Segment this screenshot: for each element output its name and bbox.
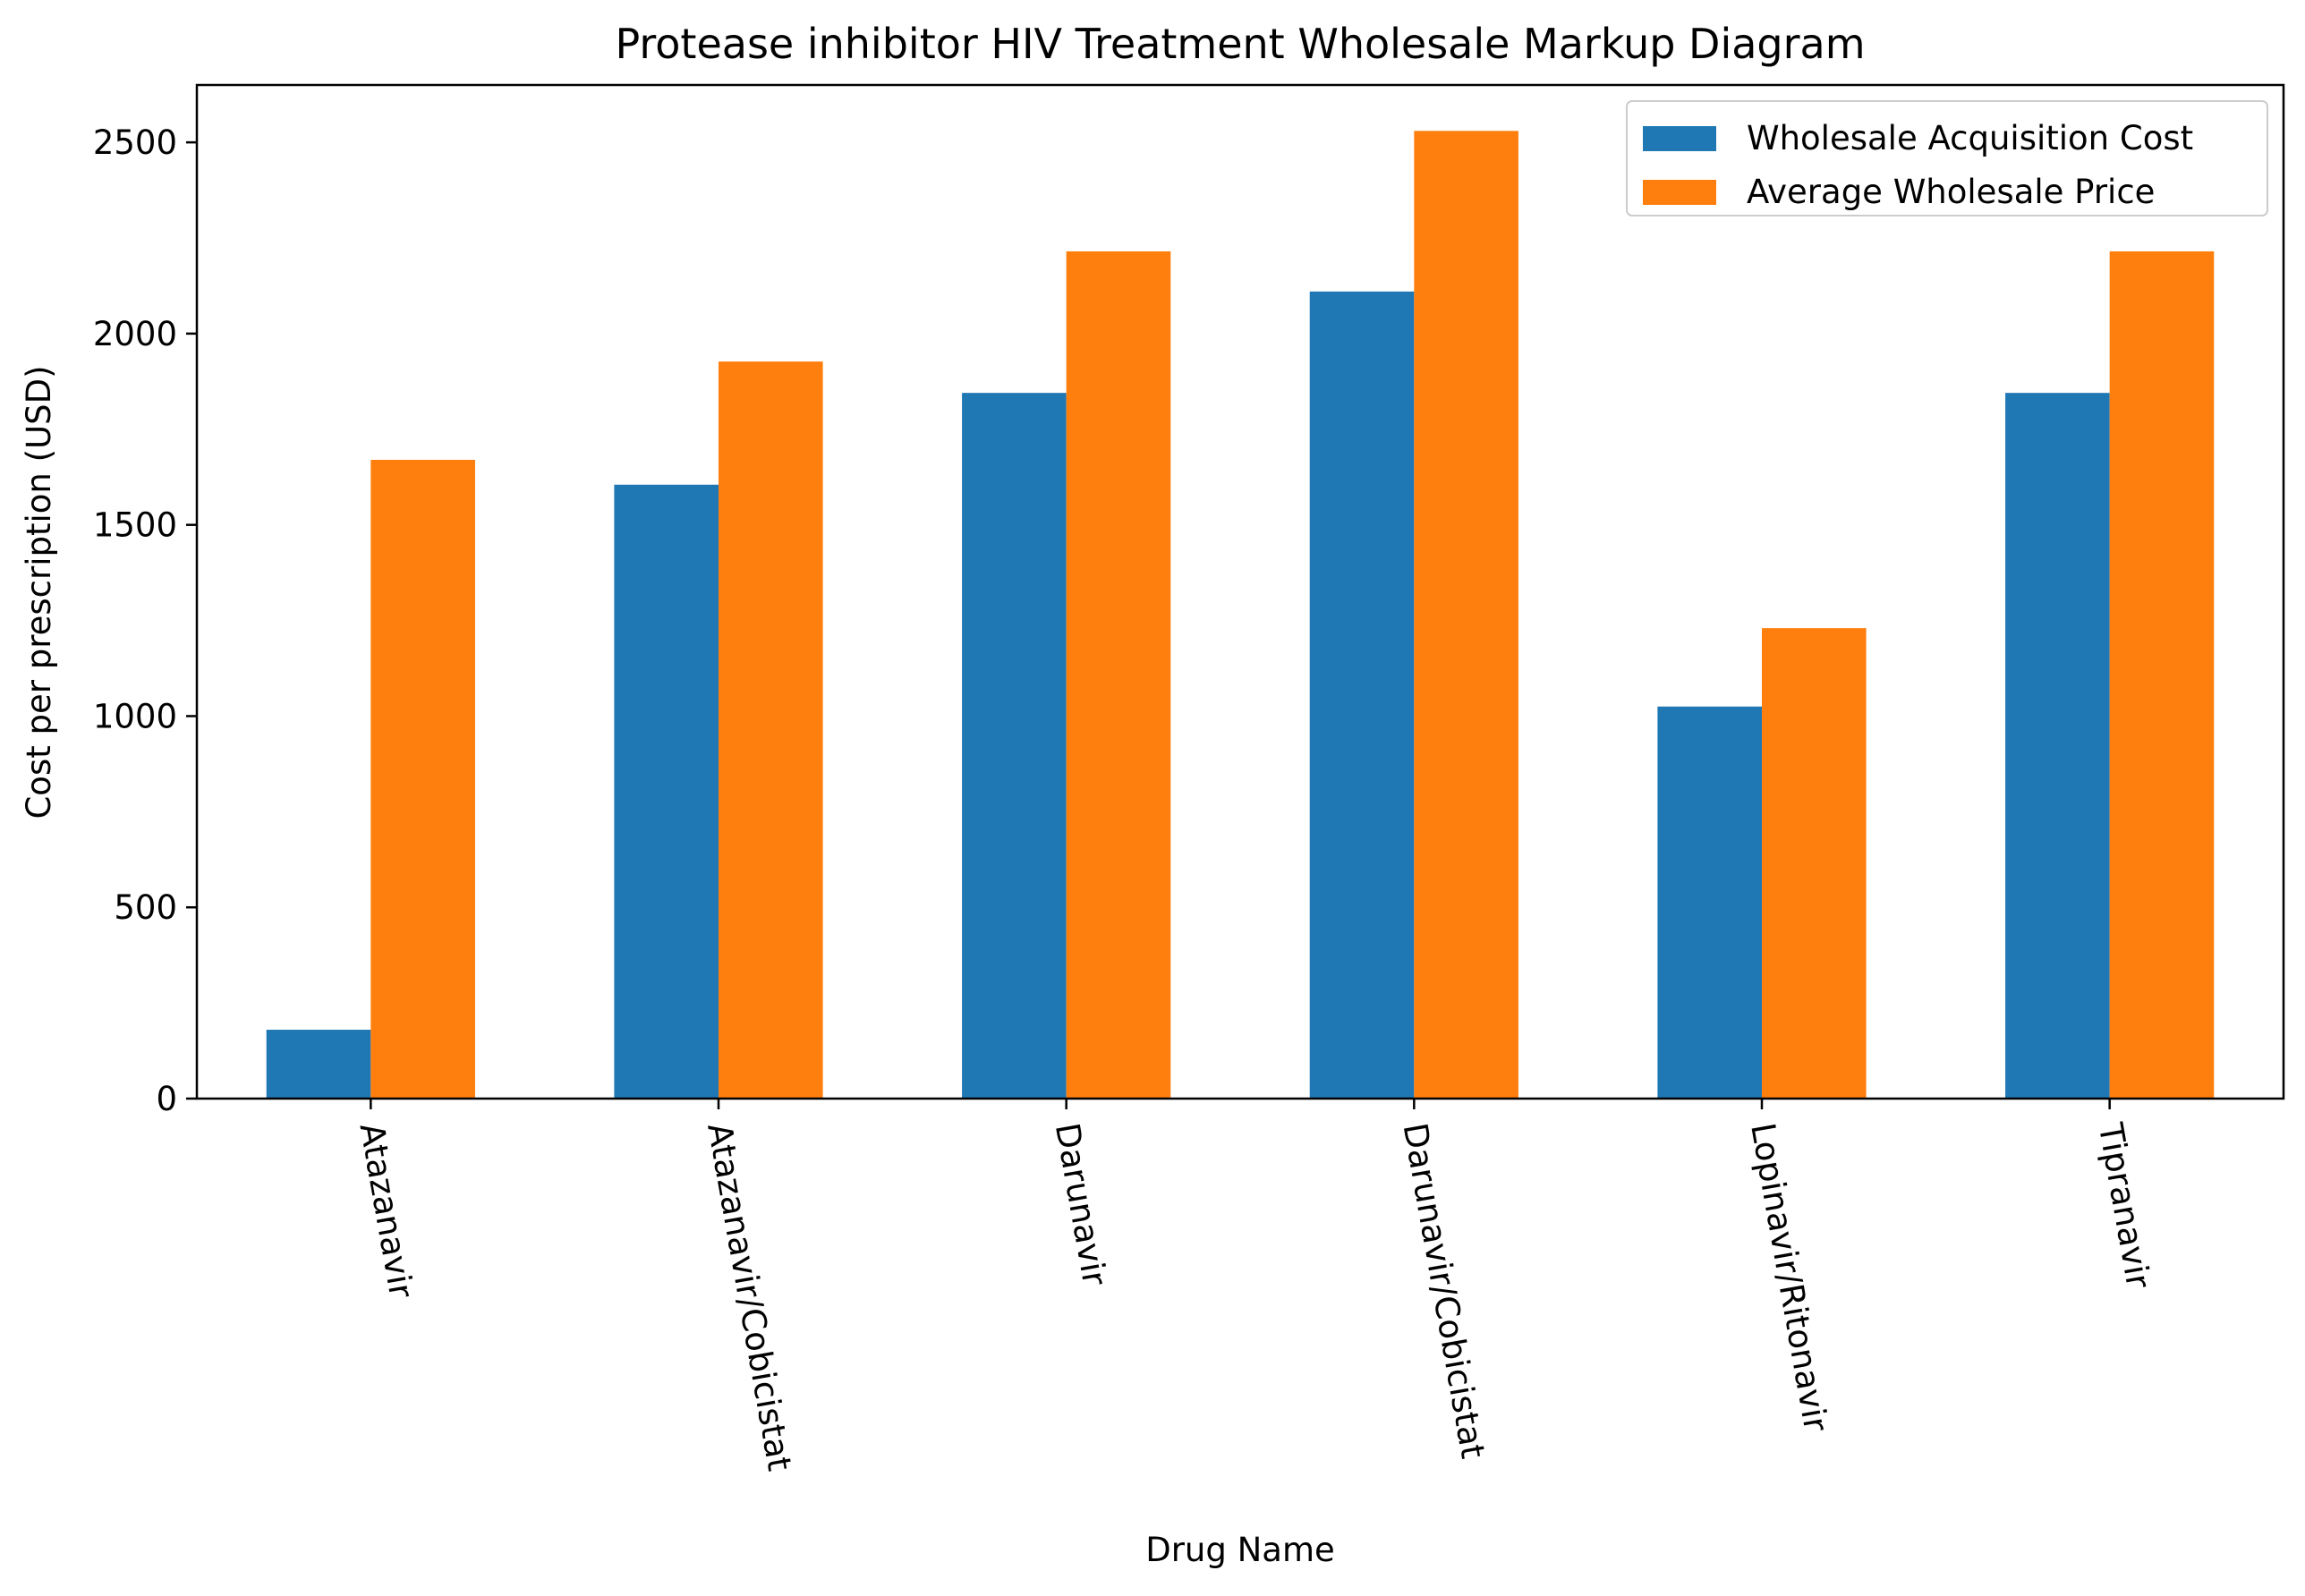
legend-label: Wholesale Acquisition Cost [1747,119,2193,157]
y-axis: 0 500 1000 1500 2000 2500 [93,123,197,1118]
bar-awp-0 [370,459,475,1099]
bar-awp-2 [1066,250,1171,1099]
x-tick-label: Atazanavir/Cobicistat [700,1120,799,1473]
legend: Wholesale Acquisition Cost Average Wholes… [1626,100,2268,216]
y-tick-label: 1000 [93,697,177,735]
x-tick-label: Lopinavir/Ritonavir [1743,1120,1835,1435]
bar-awp-5 [2109,250,2215,1099]
chart-title: Protease inhibitor HIV Treatment Wholesa… [615,20,1865,68]
x-axis: Atazanavir Atazanavir/Cobicistat Darunavir… [352,1099,2158,1473]
bar-wac-1 [614,484,719,1099]
x-tick-label: Atazanavir [352,1120,421,1302]
y-tick-label: 2000 [93,315,177,353]
y-tick-label: 500 [114,888,177,927]
x-tick-label: Darunavir [1048,1120,1114,1289]
x-tick-label: Darunavir/Cobicistat [1395,1120,1492,1461]
legend-swatch [1643,126,1716,151]
y-axis-label: Cost per prescription (USD) [20,365,58,819]
legend-swatch [1643,180,1716,205]
x-tick-label: Tipranavir [2091,1119,2158,1292]
bar-awp-4 [1762,628,1867,1099]
legend-box [1626,100,2268,216]
plot-area [195,83,2285,1100]
legend-label: Average Wholesale Price [1747,173,2155,211]
plot-frame [195,83,2285,1100]
y-tick-label: 0 [156,1080,177,1118]
bar-wac-2 [962,393,1067,1099]
x-axis-label: Drug Name [1145,1531,1335,1569]
bar-wac-0 [266,1030,371,1099]
y-tick-label: 1500 [93,506,177,545]
bar-awp-1 [719,361,823,1099]
bar-wac-3 [1309,291,1415,1099]
bar-wac-5 [2005,393,2110,1099]
bar-awp-3 [1414,131,1518,1099]
bar-wac-4 [1657,706,1762,1099]
y-tick-label: 2500 [93,123,177,162]
